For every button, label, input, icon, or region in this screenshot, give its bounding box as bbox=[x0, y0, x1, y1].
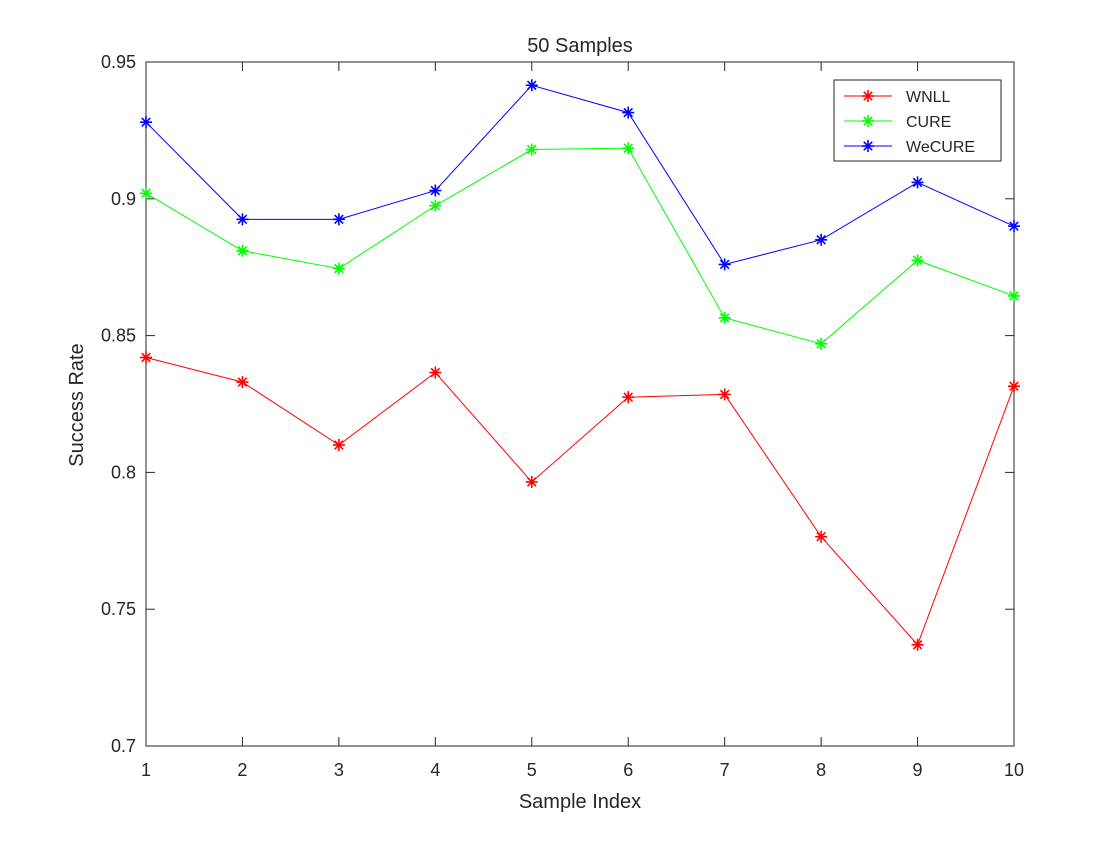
data-point-wecure bbox=[236, 213, 249, 226]
legend-marker-wecure bbox=[862, 140, 874, 152]
y-tick-label: 0.75 bbox=[101, 599, 136, 619]
y-tick-label: 0.7 bbox=[111, 736, 136, 756]
data-point-wecure bbox=[140, 116, 152, 129]
data-point-wecure bbox=[1008, 220, 1020, 233]
x-tick-label: 5 bbox=[527, 760, 537, 780]
data-point-wecure bbox=[525, 79, 538, 92]
data-point-wecure bbox=[429, 184, 442, 197]
data-point-wnll bbox=[429, 366, 442, 379]
series-line-wecure bbox=[145, 84, 1015, 266]
data-point-cure bbox=[622, 142, 635, 155]
x-tick-label: 7 bbox=[720, 760, 730, 780]
legend-marker-wnll bbox=[862, 90, 874, 102]
data-point-wnll bbox=[1008, 380, 1020, 393]
data-point-wnll bbox=[525, 475, 538, 488]
y-tick-label: 0.95 bbox=[101, 52, 136, 72]
legend: WNLL CURE WeCURE bbox=[833, 79, 1002, 162]
x-tick-label: 6 bbox=[623, 760, 633, 780]
data-point-wecure bbox=[718, 258, 731, 271]
data-point-wnll bbox=[718, 388, 731, 401]
data-point-cure bbox=[140, 187, 152, 200]
data-point-cure bbox=[429, 199, 442, 212]
legend-label-wecure: WeCURE bbox=[906, 139, 975, 156]
data-point-cure bbox=[815, 337, 828, 350]
x-axis-label: Sample Index bbox=[519, 791, 641, 813]
series-cure bbox=[140, 142, 1020, 350]
data-point-wecure bbox=[911, 176, 924, 189]
x-tick-label: 9 bbox=[913, 760, 923, 780]
series-wnll bbox=[140, 351, 1020, 651]
legend-label-wnll: WNLL bbox=[906, 89, 951, 106]
data-point-wecure bbox=[815, 233, 828, 246]
chart-title: 50 Samples bbox=[527, 35, 633, 57]
x-tick-label: 4 bbox=[430, 760, 440, 780]
data-point-wecure bbox=[622, 106, 635, 119]
data-point-cure bbox=[525, 143, 538, 156]
y-tick-label: 0.8 bbox=[111, 462, 136, 482]
x-tick-label: 2 bbox=[237, 760, 247, 780]
data-point-wnll bbox=[815, 530, 828, 543]
data-point-wecure bbox=[332, 213, 345, 226]
legend-item-cure: CURE bbox=[844, 114, 951, 131]
data-point-wnll bbox=[332, 439, 345, 452]
series-wecure bbox=[140, 79, 1020, 271]
x-tick-label: 1 bbox=[141, 760, 151, 780]
legend-item-wecure: WeCURE bbox=[844, 139, 975, 156]
series-line-wnll bbox=[145, 357, 1015, 646]
plot-series bbox=[140, 79, 1020, 651]
x-tick-label: 10 bbox=[1004, 760, 1024, 780]
axes: 1 2 3 4 5 6 7 8 9 10 0.7 0.75 0.8 0.85 0.9 0.95 bbox=[101, 52, 1024, 780]
legend-item-wnll: WNLL bbox=[844, 89, 951, 106]
data-point-wnll bbox=[622, 391, 635, 404]
legend-marker-cure bbox=[862, 115, 874, 127]
data-point-cure bbox=[718, 311, 731, 324]
y-tick-label: 0.9 bbox=[111, 189, 136, 209]
data-point-wnll bbox=[911, 638, 924, 651]
data-point-cure bbox=[1008, 289, 1020, 302]
plot-area-frame bbox=[145, 61, 1015, 747]
legend-label-cure: CURE bbox=[906, 114, 951, 131]
data-point-cure bbox=[911, 254, 924, 267]
y-tick-label: 0.85 bbox=[101, 326, 136, 346]
series-line-cure bbox=[145, 147, 1015, 345]
y-axis-label: Success Rate bbox=[66, 343, 88, 466]
x-tick-label: 3 bbox=[334, 760, 344, 780]
data-point-wnll bbox=[236, 376, 249, 389]
x-tick-label: 8 bbox=[816, 760, 826, 780]
data-point-cure bbox=[332, 262, 345, 275]
data-point-wnll bbox=[140, 351, 152, 364]
data-point-cure bbox=[236, 244, 249, 257]
